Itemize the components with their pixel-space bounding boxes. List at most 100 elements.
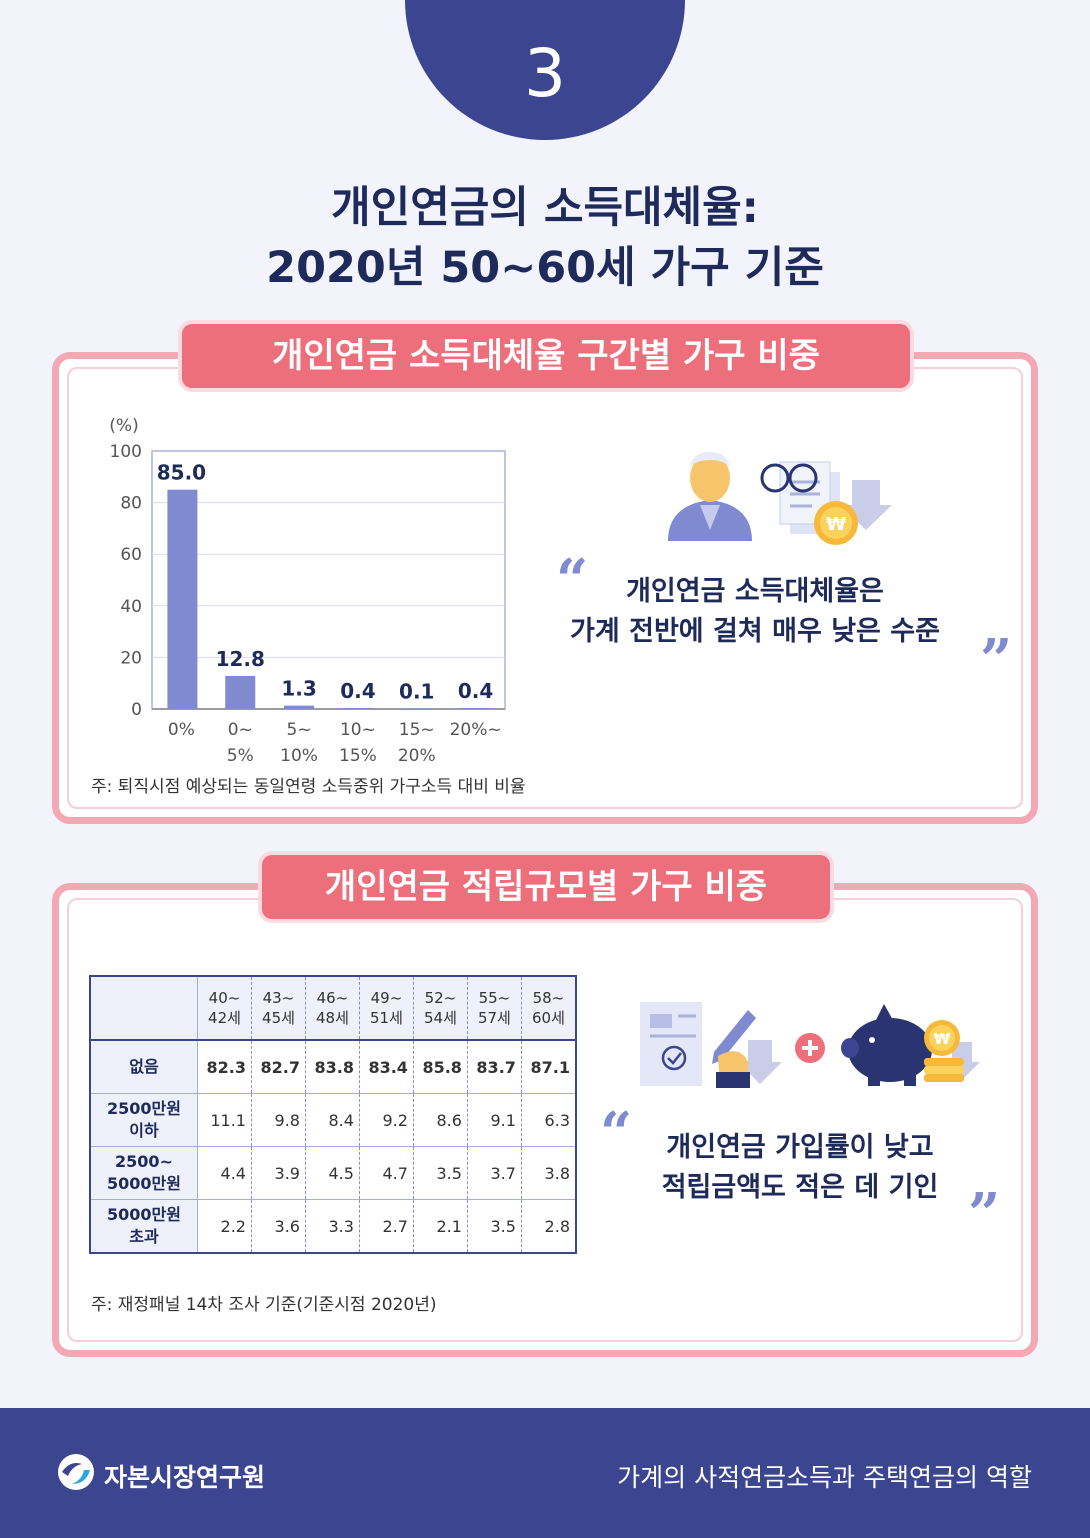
chart-note: 주: 퇴직시점 예상되는 동일연령 소득중위 가구소득 대비 비율: [91, 777, 526, 797]
accumulation-ribbon: 개인연금 적립규모별 가구 비중: [262, 855, 830, 919]
section-number: 3: [524, 35, 566, 112]
table-cell: 2.7: [359, 1199, 414, 1254]
page-title-line2: 2020년 50~60세 가구 기준: [266, 243, 824, 293]
table-cell: 4.7: [359, 1146, 414, 1200]
close-quote-icon: ”: [980, 627, 1013, 693]
table-row-header: 2500~ 5000만원: [90, 1146, 198, 1200]
y-tick-label: 0: [131, 700, 142, 720]
table-row: 5000만원 초과 2.2 3.6 3.3 2.7 2.1 3.5 2.8: [90, 1199, 577, 1254]
accumulation-table: 40~ 42세 43~ 45세 46~ 48세 49~ 51세 52~ 54세 55~ 57…: [89, 975, 577, 1254]
bar: [401, 708, 432, 710]
table-cell: 2.2: [197, 1199, 252, 1254]
x-tick-label: 0%: [168, 720, 195, 740]
bar-value-label: 0.4: [340, 679, 375, 703]
close-quote-icon: ”: [968, 1181, 1001, 1247]
bar-value-label: 85.0: [157, 461, 206, 485]
y-tick-label: 40: [120, 597, 142, 617]
y-tick-label: 80: [120, 494, 142, 514]
x-tick-label: 20%~: [450, 720, 502, 740]
bar: [284, 705, 315, 709]
table-col-header: 49~ 51세: [359, 976, 414, 1041]
table-cell: 3.8: [521, 1146, 577, 1200]
publication-title: 가계의 사적연금소득과 주택연금의 역할: [617, 1463, 1032, 1492]
table-col-header: 40~ 42세: [197, 976, 252, 1041]
table-row-header: 2500만원 이하: [90, 1093, 198, 1147]
panel2-quote: 개인연금 가입률이 낮고 적립금액도 적은 데 기인: [590, 1128, 1010, 1208]
table-cell: 4.4: [197, 1146, 252, 1200]
table-corner-cell: [90, 976, 198, 1041]
table-cell: 3.3: [305, 1199, 360, 1254]
table-cell: 2.8: [521, 1199, 577, 1254]
panel1-quote-line2: 가계 전반에 걸쳐 매우 낮은 수준: [570, 616, 940, 647]
contract-pen-icon: [640, 1002, 782, 1088]
plus-icon: [795, 1033, 825, 1063]
piggy-bank-icon: [841, 1004, 932, 1086]
table-cell: 87.1: [521, 1040, 577, 1094]
table-cell: 9.2: [359, 1093, 414, 1147]
y-tick-label: 100: [110, 442, 142, 462]
table-row: 없음 82.3 82.7 83.8 83.4 85.8 83.7 87.1: [90, 1040, 577, 1094]
footer: 자본시장연구원 가계의 사적연금소득과 주택연금의 역할: [0, 1408, 1090, 1538]
table-header-row: 40~ 42세 43~ 45세 46~ 48세 49~ 51세 52~ 54세 55~ 57…: [90, 976, 577, 1041]
table-note: 주: 재정패널 14차 조사 기준(기준시점 2020년): [91, 1295, 437, 1315]
table-cell: 3.7: [467, 1146, 522, 1200]
table-cell: 2.1: [413, 1199, 468, 1254]
table-cell: 3.9: [251, 1146, 306, 1200]
table-cell: 8.6: [413, 1093, 468, 1147]
table-cell: 3.6: [251, 1199, 306, 1254]
page-title: 개인연금의 소득대체율: 2020년 50~60세 가구 기준: [0, 178, 1090, 298]
svg-text:₩: ₩: [934, 1030, 951, 1048]
bar: [225, 675, 256, 709]
elderly-person-icon: [668, 452, 752, 541]
table-cell: 82.7: [251, 1040, 306, 1094]
y-axis-label: (%): [109, 416, 138, 436]
table-cell: 83.8: [305, 1040, 360, 1094]
open-quote-icon: “: [600, 1100, 633, 1166]
table-row-header: 없음: [90, 1040, 198, 1094]
table-row: 2500만원 이하 11.1 9.8 8.4 9.2 8.6 9.1 6.3: [90, 1093, 577, 1147]
bar-value-label: 12.8: [216, 647, 265, 671]
bar: [342, 707, 373, 709]
y-tick-label: 20: [120, 648, 142, 668]
table-col-header: 46~ 48세: [305, 976, 360, 1041]
table-row: 2500~ 5000만원 4.4 3.9 4.5 4.7 3.5 3.7 3.8: [90, 1146, 577, 1200]
plot-area: [151, 450, 506, 710]
x-tick-label: 5%: [227, 746, 254, 766]
table-cell: 82.3: [197, 1040, 252, 1094]
table-col-header: 55~ 57세: [467, 976, 522, 1041]
coin-stack-icon: ₩: [924, 1020, 980, 1082]
table-col-header: 52~ 54세: [413, 976, 468, 1041]
bar: [167, 489, 198, 709]
bar-value-label: 0.4: [458, 679, 493, 703]
x-tick-label: 10%: [280, 746, 318, 766]
table-cell: 3.5: [413, 1146, 468, 1200]
bar-value-label: 1.3: [281, 677, 316, 701]
institute-logo-icon: [58, 1454, 94, 1490]
panel2-quote-line2: 적립금액도 적은 데 기인: [661, 1172, 939, 1203]
x-tick-label: 0~: [228, 720, 253, 740]
table-cell: 83.4: [359, 1040, 414, 1094]
table-col-header: 43~ 45세: [251, 976, 306, 1041]
table-row-header: 5000만원 초과: [90, 1199, 198, 1254]
replacement-rate-ribbon: 개인연금 소득대체율 구간별 가구 비중: [182, 324, 910, 388]
table-cell: 3.5: [467, 1199, 522, 1254]
table-cell: 4.5: [305, 1146, 360, 1200]
table-cell: 9.1: [467, 1093, 522, 1147]
x-tick-label: 20%: [398, 746, 436, 766]
x-tick-label: 5~: [287, 720, 312, 740]
table-cell: 85.8: [413, 1040, 468, 1094]
table-cell: 83.7: [467, 1040, 522, 1094]
page-title-line1: 개인연금의 소득대체율:: [331, 183, 759, 233]
x-tick-label: 15~: [399, 720, 435, 740]
open-quote-icon: “: [556, 547, 589, 613]
y-tick-label: 60: [120, 545, 142, 565]
panel2-quote-line1: 개인연금 가입률이 낮고: [666, 1132, 934, 1163]
table-col-header: 58~ 60세: [521, 976, 577, 1041]
table-cell: 8.4: [305, 1093, 360, 1147]
table-cell: 11.1: [197, 1093, 252, 1147]
bar-value-label: 0.1: [399, 680, 434, 704]
table-cell: 9.8: [251, 1093, 306, 1147]
x-tick-label: 15%: [339, 746, 377, 766]
